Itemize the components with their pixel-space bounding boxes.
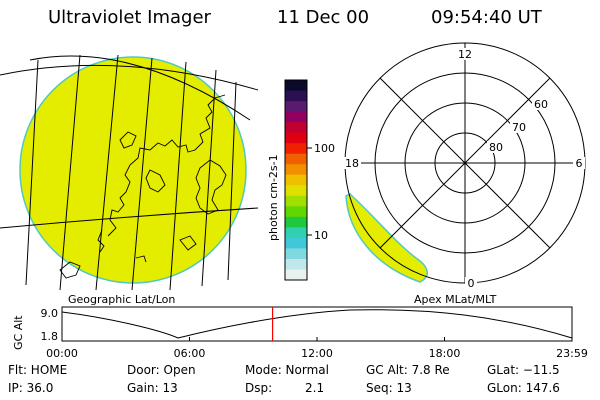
status-glat: GLat: −11.5 [487,363,560,377]
colorbar-segment [285,185,307,197]
status-gain: Gain: 13 [127,381,178,395]
status-glon: GLon: 147.6 [487,381,560,395]
time-tick-label: 00:00 [46,347,78,360]
coastlines [59,94,227,279]
mlt-label-6: 6 [576,157,583,170]
colorbar-segment [285,195,307,207]
alt-axis-label: GC Alt [12,315,25,350]
colorbar-segment [285,237,307,249]
colorbar-segment [285,206,307,218]
colorbar-tick-label: 100 [314,142,335,155]
time-tick-label: 12:00 [301,347,333,360]
colorbar-segment [285,216,307,228]
altitude-plot-frame [61,306,573,342]
time-tick-label: 06:00 [174,347,206,360]
polar-panel-label: Apex MLat/MLT [414,293,497,306]
colorbar-segment [285,174,307,186]
colorbar-segment [285,111,307,123]
alt-tick-label: 9.0 [41,307,59,320]
mlt-label-0: 0 [468,277,475,290]
time-label: 09:54:40 UT [431,7,542,28]
time-axis-ticks: 00:00 06:00 12:00 18:00 23:59 [46,337,588,360]
colorbar-segment [285,248,307,260]
colorbar-segment [285,164,307,176]
colorbar-frame [284,79,308,281]
instrument-title: Ultraviolet Imager [48,7,211,28]
colorbar-segment [285,258,307,270]
status-dsp-value: 2.1 [305,381,325,395]
colorbar [285,80,307,281]
earth-disk-emission [19,56,247,284]
status-dsp-label: Dsp: [245,381,273,395]
date-label: 11 Dec 00 [277,7,370,28]
altitude-curve [61,309,573,339]
mlt-label-12: 12 [458,48,472,61]
status-gc-alt: GC Alt: 7.8 Re [366,363,450,377]
colorbar-segment [285,153,307,165]
colorbar-segment [285,143,307,155]
time-tick-label: 18:00 [429,347,461,360]
status-seq: Seq: 13 [366,381,412,395]
mlt-line-diag-2 [379,77,551,249]
geographic-panel [0,54,258,290]
colorbar-unit-label: photon cm-2s-1 [267,154,280,241]
status-door: Door: Open [127,363,196,377]
mlt-label-18: 18 [345,157,359,170]
colorbar-tick-label: 10 [314,229,328,242]
lat-lon-grid [0,54,258,290]
colorbar-segment [285,269,307,281]
mlat-label-60: 60 [534,98,548,111]
polar-panel [344,42,586,284]
mlat-label-80: 80 [489,141,503,154]
colorbar-segment [285,132,307,144]
status-mode: Mode: Normal [245,363,329,377]
status-flt: Flt: HOME [8,363,68,377]
status-ip: IP: 36.0 [8,381,54,395]
mlat-label-70: 70 [512,121,526,134]
geographic-panel-label: Geographic Lat/Lon [68,293,175,306]
colorbar-segment [285,101,307,113]
colorbar-segment [285,227,307,239]
alt-tick-label: 1.8 [41,330,59,343]
colorbar-segment [285,122,307,134]
colorbar-segment [285,90,307,102]
time-tick-label: 23:59 [556,347,588,360]
colorbar-segment [285,80,307,92]
auroral-oval-emission [345,193,428,283]
